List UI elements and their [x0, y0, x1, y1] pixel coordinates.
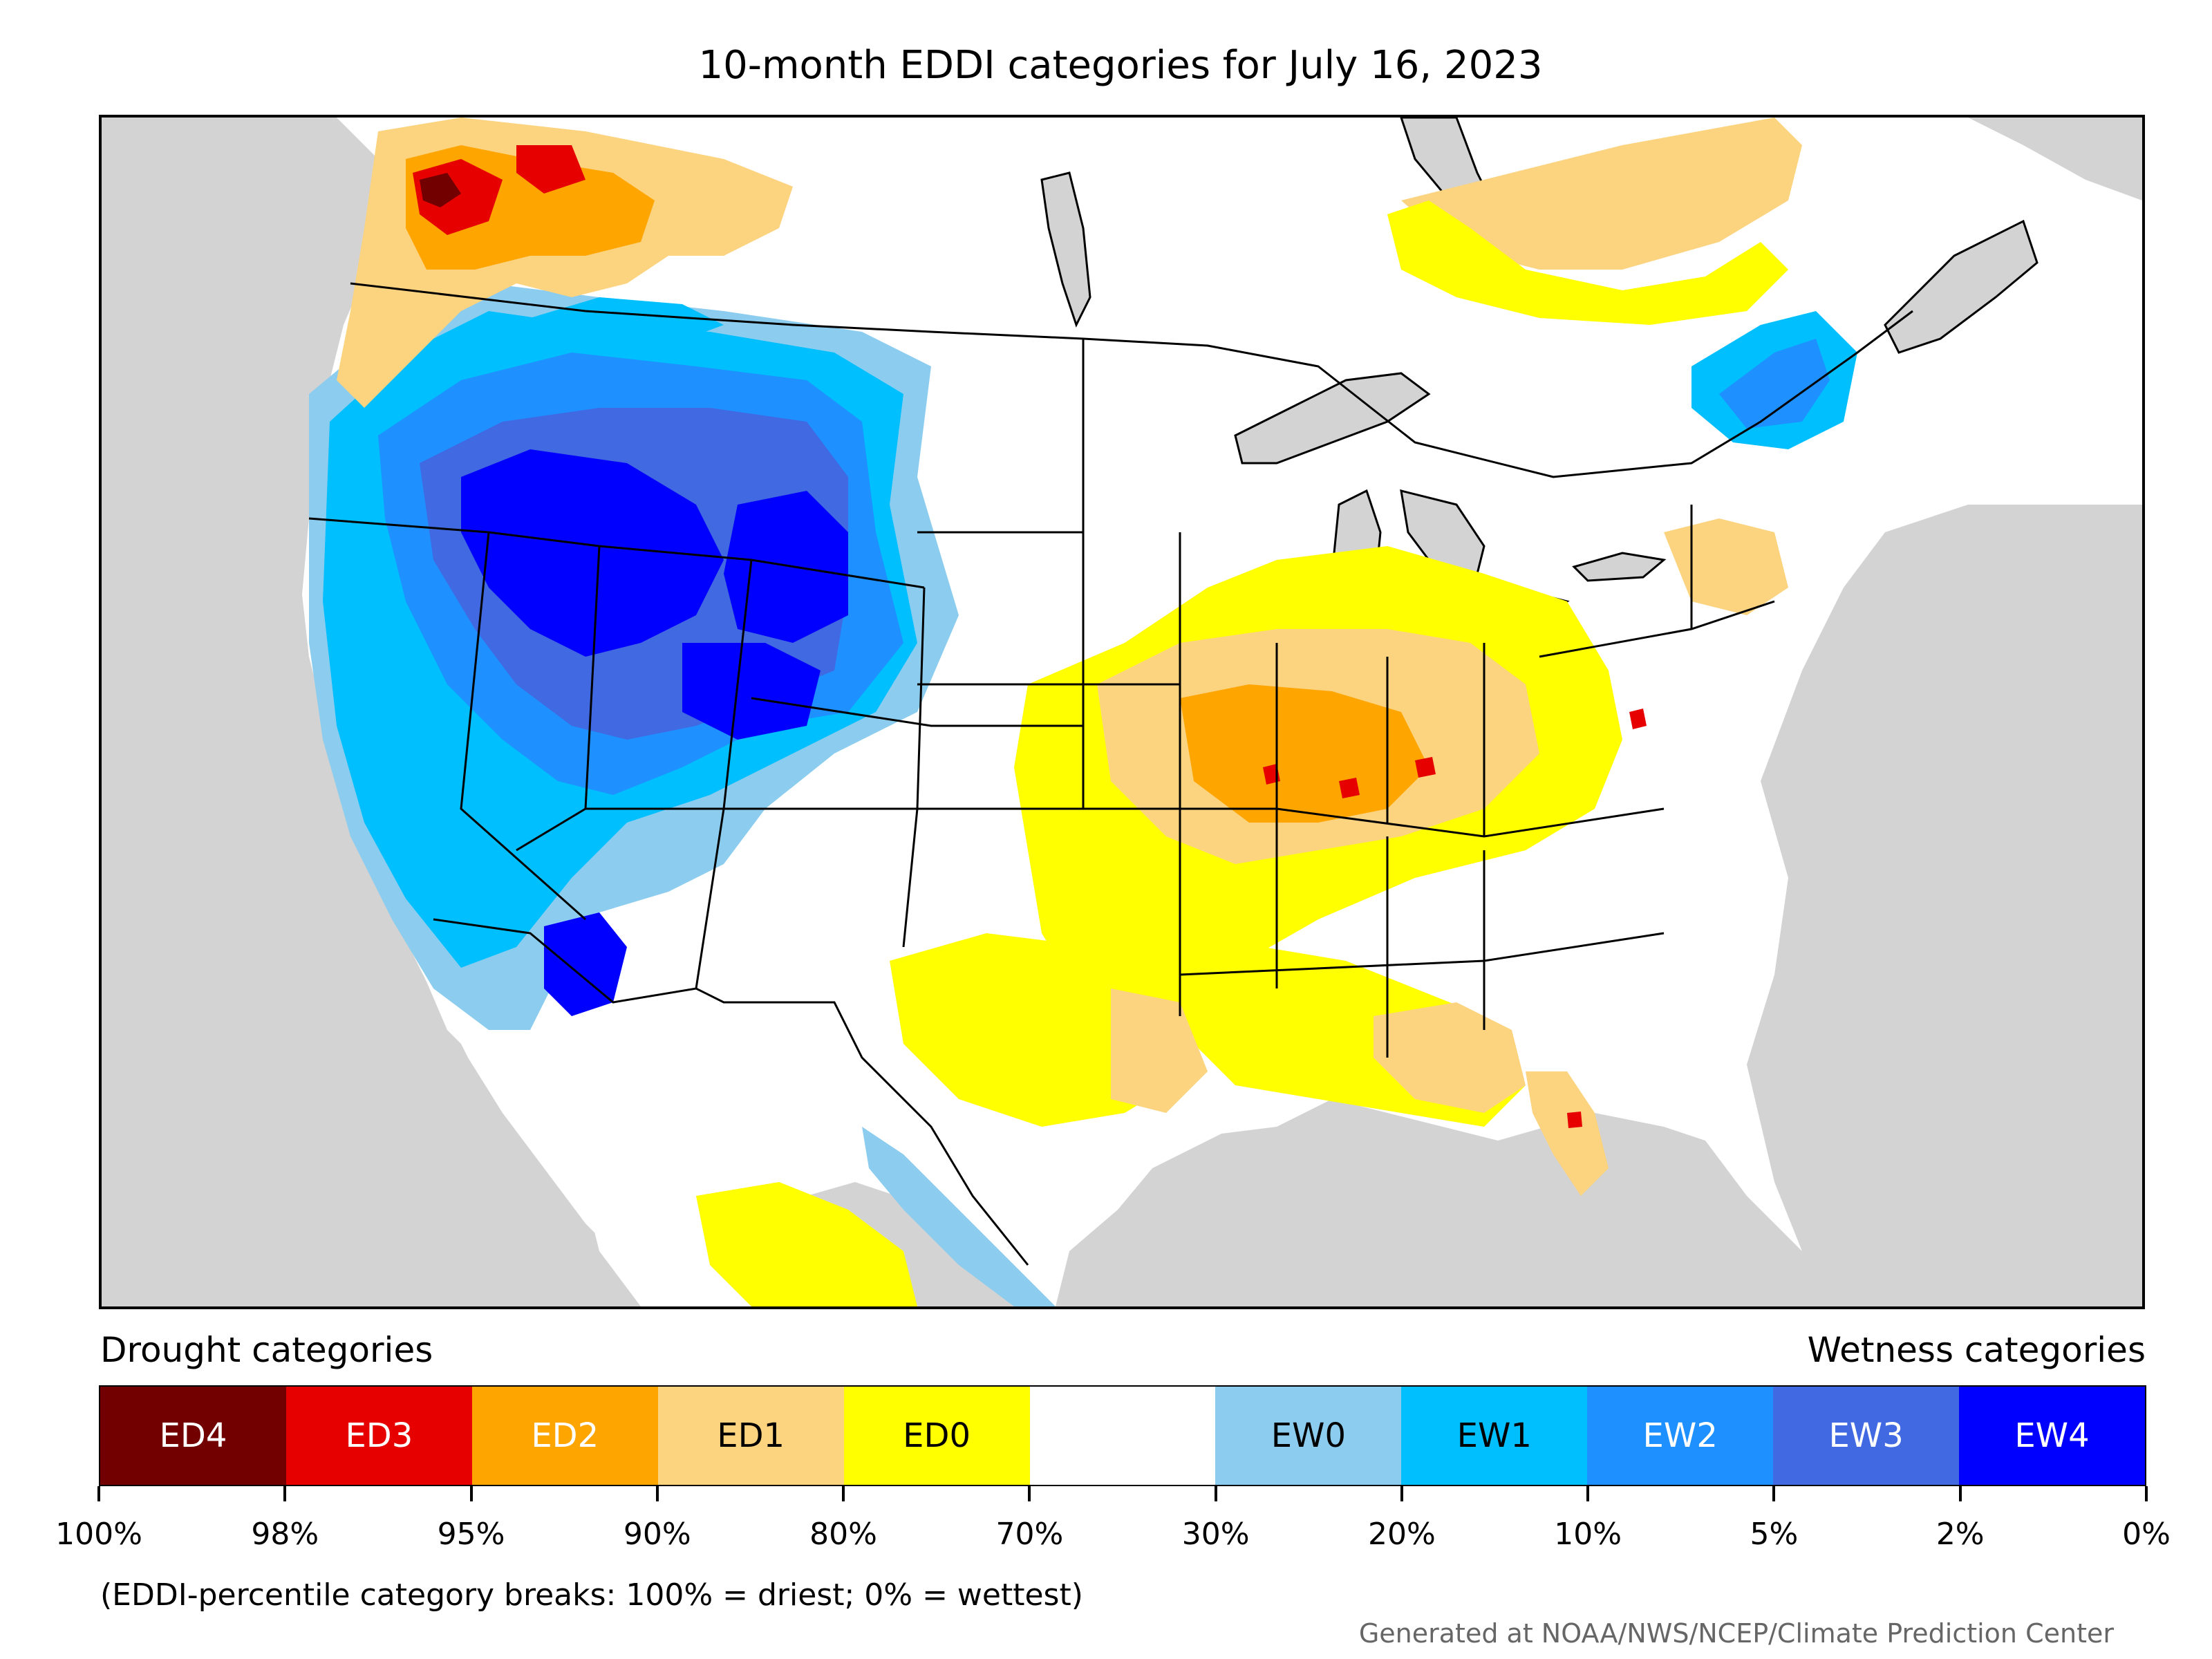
legend-swatch-ew0: EW0 — [1215, 1387, 1402, 1485]
colorbar-tick — [2145, 1486, 2148, 1501]
ew4-wyoming — [724, 491, 848, 643]
ed1-southeast — [1374, 1002, 1526, 1113]
ed0-south-texas — [696, 1182, 917, 1306]
wetness-heading: Wetness categories — [1807, 1330, 2146, 1370]
border-layer — [308, 282, 1913, 1266]
colorbar-tick — [1400, 1486, 1403, 1501]
legend-swatch-ed1: ED1 — [657, 1387, 844, 1485]
map-title: 10-month EDDI categories for July 16, 20… — [698, 43, 1543, 88]
ew4-colorado — [682, 643, 821, 740]
ed1-texas — [1111, 988, 1208, 1113]
colorbar-tick — [1214, 1486, 1217, 1501]
colorbar-tick — [469, 1486, 473, 1501]
ed1-northeast — [1664, 518, 1788, 615]
legend-swatch-ed0: ED0 — [843, 1387, 1030, 1485]
ed0-eastern-canada — [1387, 200, 1788, 325]
colorbar-tick-label: 98% — [251, 1517, 319, 1552]
colorbar-tick — [1586, 1486, 1590, 1501]
legend-swatch-ew1: EW1 — [1401, 1387, 1588, 1485]
ed3-pacific-nw — [413, 145, 585, 235]
colorbar-ticks — [97, 1486, 2148, 1514]
baja-peninsula — [447, 975, 641, 1265]
colorbar-tick-label: 100% — [55, 1517, 142, 1552]
colorbar-tick — [1772, 1486, 1776, 1501]
colorbar-tick-label: 80% — [809, 1517, 877, 1552]
ed1-eastern-canada — [1401, 118, 1802, 270]
drought-layer — [337, 118, 1802, 1306]
drought-heading: Drought categories — [100, 1330, 433, 1370]
map-frame — [99, 115, 2145, 1309]
ew0-texas-coast — [862, 1127, 1056, 1306]
us-canada-border — [350, 282, 1913, 478]
credit-line: Generated at NOAA/NWS/NCEP/Climate Predi… — [1358, 1618, 2114, 1649]
ed2-midwest — [1180, 684, 1429, 823]
colorbar-tick — [1028, 1486, 1031, 1501]
lake-superior — [1234, 372, 1431, 465]
colorbar: ED4 ED3 ED2 ED1 ED0 EW0 EW1 EW2 EW3 EW4 — [99, 1385, 2146, 1486]
gulf-of-st-lawrence — [1884, 219, 2038, 354]
colorbar-tick — [842, 1486, 845, 1501]
ed1-florida — [1526, 1071, 1609, 1196]
colorbar-tick-label: 30% — [1181, 1517, 1250, 1552]
ew4-arizona — [544, 912, 627, 1016]
legend-swatch-ed4: ED4 — [100, 1387, 286, 1485]
colorbar-tick-labels: 100% 98% 95% 90% 80% 70% 30% 20% 10% 5% 2% 0% — [55, 1514, 2171, 1555]
legend-swatch-ew3: EW3 — [1773, 1387, 1960, 1485]
ed3-florida — [1567, 1112, 1582, 1128]
state-borders — [308, 339, 1775, 1058]
colorbar-tick — [283, 1486, 287, 1501]
ew4-great-basin — [461, 449, 724, 657]
lake-ontario — [1572, 552, 1667, 582]
colorbar-tick-label: 2% — [1936, 1517, 1985, 1552]
colorbar-tick — [1958, 1486, 1962, 1501]
colorbar-tick-label: 0% — [2122, 1517, 2171, 1552]
legend-swatch-normal — [1029, 1387, 1216, 1485]
us-mexico-border — [433, 918, 1029, 1266]
colorbar-tick-label: 95% — [437, 1517, 505, 1552]
colorbar-tick — [97, 1486, 100, 1501]
ed4-pacific-nw — [420, 173, 461, 207]
footnote: (EDDI-percentile category breaks: 100% =… — [100, 1577, 1083, 1613]
colorbar-tick — [655, 1486, 659, 1501]
legend-swatch-ed2: ED2 — [471, 1387, 658, 1485]
colorbar-tick-label: 70% — [995, 1517, 1064, 1552]
colorbar-tick-label: 10% — [1554, 1517, 1622, 1552]
legend-swatch-ew4: EW4 — [1959, 1387, 2145, 1485]
ew2-new-england — [1719, 339, 1830, 429]
legend-swatch-ed3: ED3 — [285, 1387, 472, 1485]
eddi-map — [302, 118, 2142, 1306]
legend-swatch-ew2: EW2 — [1587, 1387, 1774, 1485]
colorbar-tick-label: 20% — [1368, 1517, 1436, 1552]
colorbar-tick-label: 5% — [1750, 1517, 1799, 1552]
lake-winnipeg — [1040, 171, 1091, 328]
colorbar-tick-label: 90% — [623, 1517, 691, 1552]
